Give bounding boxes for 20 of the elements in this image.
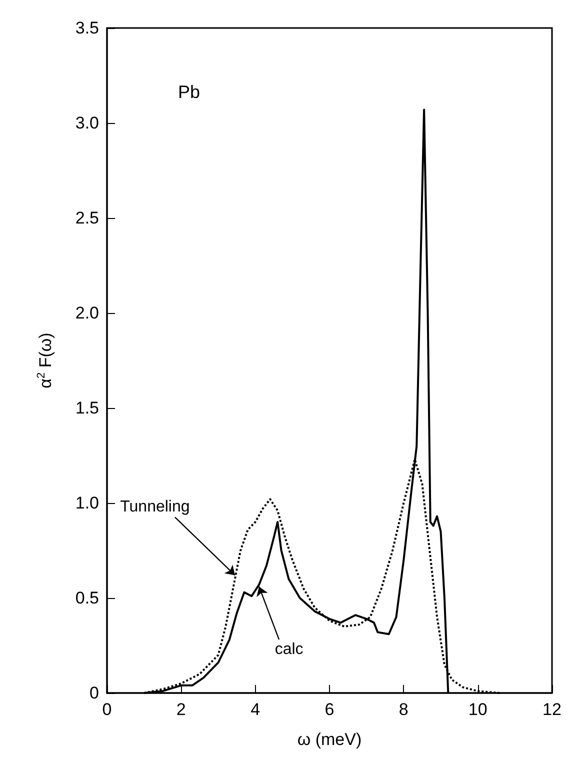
annotation: calc (274, 641, 304, 658)
y-tick-label: 2.0 (75, 304, 99, 322)
y-tick-label: 1.0 (75, 494, 99, 512)
x-tick-label: 10 (468, 700, 488, 719)
x-tick-label: 6 (324, 700, 334, 719)
x-tick-label: 12 (542, 700, 562, 719)
annotation: Tunneling (120, 498, 190, 516)
y-tick-label: 3.5 (75, 18, 99, 38)
y-tick-label: 0.5 (75, 588, 99, 608)
y-tick-label: 1.5 (75, 398, 99, 418)
y-tick-label: 0 (90, 684, 99, 702)
y-axis-title: α2 F(ω) (36, 332, 55, 388)
x-tick-label: 4 (250, 700, 260, 719)
annotation: Pb (178, 82, 200, 102)
y-tick-label: 2.5 (75, 208, 99, 228)
x-axis-title: ω (meV) (297, 730, 362, 749)
x-tick-label: 8 (398, 700, 408, 719)
x-tick-label: 0 (102, 700, 112, 719)
x-tick-label: 2 (176, 700, 186, 719)
y-tick-label: 3.0 (75, 114, 99, 132)
